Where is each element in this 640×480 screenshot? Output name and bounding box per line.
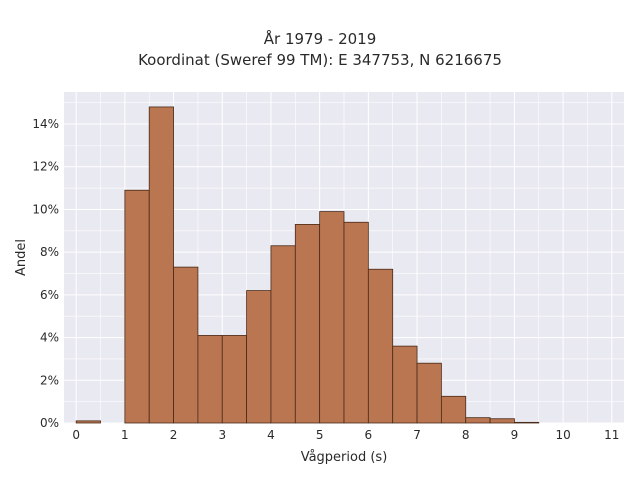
y-tick-label: 2% xyxy=(40,373,59,387)
y-tick-label: 14% xyxy=(32,117,59,131)
x-tick-label: 3 xyxy=(218,428,226,442)
histogram-bar xyxy=(246,290,272,424)
histogram-bar xyxy=(75,420,101,424)
y-tick-label: 12% xyxy=(32,160,59,174)
x-tick-label: 10 xyxy=(555,428,570,442)
histogram-bar xyxy=(416,362,442,424)
x-tick-label: 9 xyxy=(511,428,519,442)
bars xyxy=(75,106,540,424)
x-tick-label: 0 xyxy=(72,428,80,442)
histogram-bar xyxy=(294,223,321,424)
x-tick-label: 7 xyxy=(413,428,421,442)
y-axis-ticks: 0% 2% 4% 6% 8% 10% 12% 14% xyxy=(32,117,59,430)
chart-title: År 1979 - 2019 xyxy=(263,30,377,48)
histogram-bar xyxy=(465,417,491,424)
histogram-bar xyxy=(514,421,540,424)
histogram-bar xyxy=(124,189,150,424)
histogram-bar xyxy=(221,335,248,424)
y-tick-label: 8% xyxy=(40,245,59,259)
histogram-bar xyxy=(392,345,418,424)
histogram-bar xyxy=(270,245,296,424)
x-tick-label: 4 xyxy=(267,428,275,442)
y-tick-label: 4% xyxy=(40,331,59,345)
histogram-bar xyxy=(343,221,369,424)
x-tick-label: 8 xyxy=(462,428,470,442)
histogram-bar xyxy=(148,106,174,424)
y-axis-label: Andel xyxy=(14,239,29,276)
x-axis-ticks: 0 1 2 3 4 5 6 7 8 9 10 11 xyxy=(72,428,619,442)
x-tick-label: 1 xyxy=(121,428,129,442)
histogram-bar xyxy=(367,268,394,424)
x-axis-label: Vågperiod (s) xyxy=(301,450,388,465)
y-tick-label: 0% xyxy=(40,416,59,430)
histogram-bar xyxy=(489,418,515,424)
chart-subtitle: Koordinat (Sweref 99 TM): E 347753, N 62… xyxy=(138,51,502,69)
x-tick-label: 2 xyxy=(170,428,178,442)
x-tick-label: 11 xyxy=(604,428,619,442)
x-tick-label: 5 xyxy=(316,428,324,442)
histogram-bar xyxy=(440,395,467,424)
y-tick-label: 10% xyxy=(32,202,59,216)
y-tick-label: 6% xyxy=(40,288,59,302)
x-tick-label: 6 xyxy=(365,428,373,442)
histogram-bar xyxy=(319,211,345,424)
histogram-bar xyxy=(197,335,223,424)
histogram-bar xyxy=(173,266,199,424)
